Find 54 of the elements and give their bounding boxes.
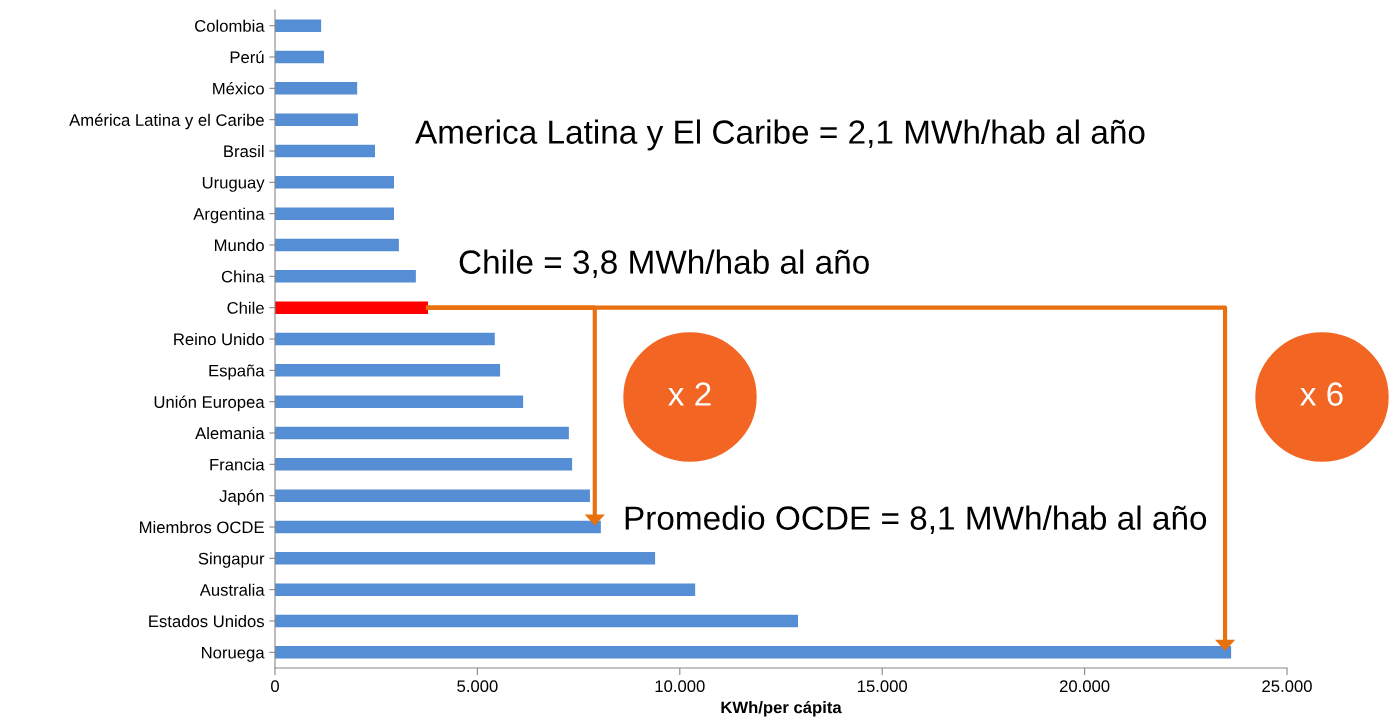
bar	[275, 207, 395, 220]
bar	[275, 364, 501, 377]
y-tick-label: Singapur	[198, 552, 265, 568]
y-tick-label: Miembros OCDE	[140, 520, 264, 534]
y-tick-label: Perú	[230, 50, 264, 64]
y-tick-label: Brasil	[224, 144, 264, 158]
x-tick-label: 5.000	[457, 680, 498, 693]
bar	[275, 144, 375, 158]
y-tick-label: Alemania	[195, 426, 265, 440]
x-tick-label: 20.000	[1059, 680, 1110, 693]
y-tick-label: Japón	[219, 489, 264, 506]
y-tick-label: Mundo	[214, 238, 264, 252]
bar	[275, 176, 395, 189]
annotation: Promedio OCDE = 8,1 MWh/hab al año	[625, 505, 1207, 534]
bar	[275, 552, 656, 565]
y-tick-label: Reino Unido	[174, 332, 264, 346]
y-tick-label: China	[221, 270, 265, 283]
bar	[275, 520, 601, 534]
bar	[275, 646, 1232, 659]
y-tick-label: Unión Europea	[154, 395, 265, 412]
bar	[275, 332, 495, 346]
bar	[275, 614, 798, 628]
x-tick-label: 0	[271, 680, 279, 693]
y-tick-label: Noruega	[202, 646, 265, 662]
bar	[275, 238, 399, 252]
y-tick-label: Australia	[199, 583, 265, 596]
bar	[275, 113, 358, 126]
bar	[275, 426, 569, 440]
bar	[275, 270, 416, 283]
annotation: Chile = 3,8 MWh/hab al año	[459, 249, 869, 278]
y-tick-label: Colombia	[195, 19, 265, 32]
bar	[275, 301, 429, 314]
annotation: America Latina y El Caribe = 2,1 MWh/hab al año	[415, 119, 1145, 151]
y-tick-label: América Latina y el Caribe	[69, 113, 264, 130]
y-tick-label: México	[213, 82, 264, 95]
x-axis-title: KWh/per cápita	[721, 700, 842, 717]
bar	[275, 50, 324, 64]
text: x 6	[1300, 382, 1343, 406]
y-tick-label: Argentina	[193, 207, 265, 224]
annotation: x 2	[668, 382, 711, 406]
x-tick-label: 10.000	[655, 680, 705, 693]
y-tick-label: Uruguay	[202, 176, 265, 192]
bar	[275, 489, 590, 502]
bar	[275, 583, 696, 596]
x-tick-label: 25.000	[1262, 680, 1312, 693]
y-tick-label: España	[209, 364, 265, 380]
y-tick-label: Chile	[227, 301, 264, 314]
bar	[275, 19, 322, 32]
bar	[275, 395, 524, 408]
bar	[275, 458, 573, 471]
y-tick-label: Estados Unidos	[149, 614, 264, 628]
y-tick-label: Francia	[210, 458, 265, 471]
x-tick-label: 15.000	[857, 680, 908, 693]
bar	[275, 82, 358, 95]
